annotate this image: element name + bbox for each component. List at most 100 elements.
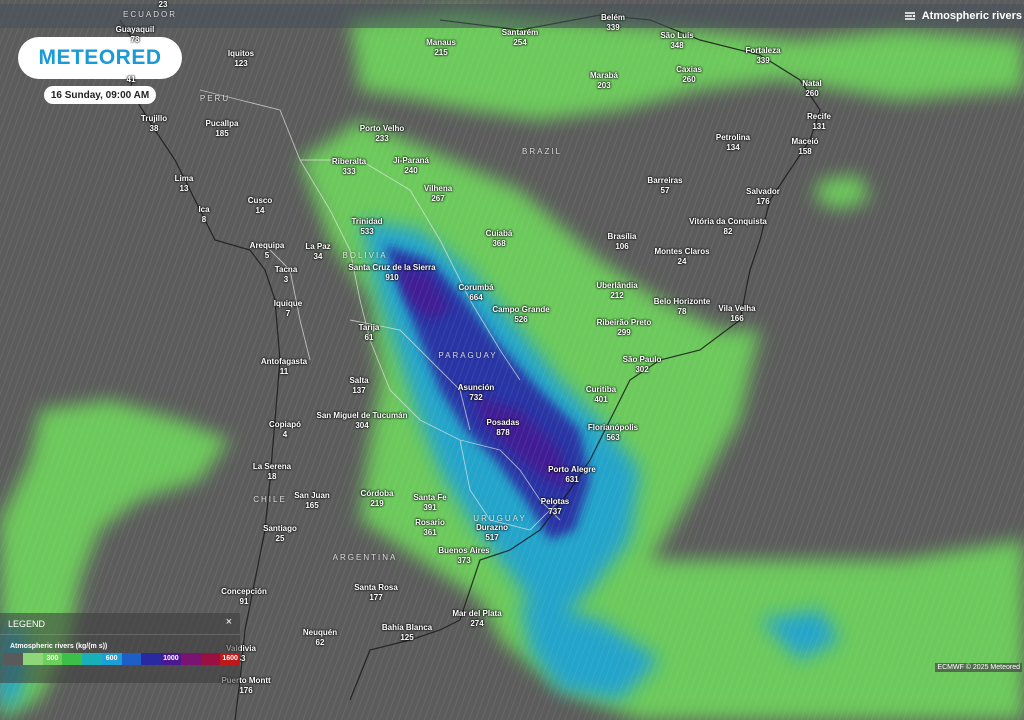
city-marker[interactable]: La Serena 18 (253, 462, 291, 482)
city-value: 134 (726, 143, 740, 152)
city-marker[interactable]: Antofagasta 11 (261, 357, 307, 377)
city-marker[interactable]: Lima 13 (175, 174, 194, 194)
city-value: 82 (723, 227, 733, 236)
city-marker[interactable]: Santarém 254 (502, 28, 538, 48)
city-marker[interactable]: Salta 137 (349, 376, 368, 396)
city-marker[interactable]: San Miguel de Tucumán 304 (317, 411, 408, 431)
city-name: Vitória da Conquista (689, 217, 767, 226)
city-marker[interactable]: Santiago 25 (263, 524, 297, 544)
date-time-label[interactable]: 16 Sunday, 09:00 AM (44, 86, 156, 104)
city-marker[interactable]: Bahía Blanca 125 (382, 623, 432, 643)
city-value: 299 (617, 328, 631, 337)
city-marker[interactable]: Ica 8 (198, 205, 209, 225)
city-marker[interactable]: Córdoba 219 (361, 489, 394, 509)
city-marker[interactable]: Neuquén 62 (303, 628, 337, 648)
layer-selector-button[interactable]: Atmospheric rivers (904, 8, 1022, 24)
city-marker[interactable]: Vila Velha 166 (718, 304, 755, 324)
city-marker[interactable]: Iquique 7 (274, 299, 302, 319)
city-value: 25 (275, 534, 285, 543)
city-marker[interactable]: Guayaquil 78 (116, 25, 155, 45)
city-marker[interactable]: La Paz 34 (305, 242, 330, 262)
city-marker[interactable]: Cuiabá 368 (486, 229, 513, 249)
legend-close-button[interactable]: × (225, 616, 232, 628)
city-marker[interactable]: Uberlândia 212 (596, 281, 637, 301)
city-name: Vila Velha (718, 304, 756, 313)
city-marker[interactable]: Durazno 517 (476, 523, 508, 543)
city-marker[interactable]: Montes Claros 24 (654, 247, 709, 267)
city-marker[interactable]: Recife 131 (807, 112, 831, 132)
city-marker[interactable]: Valdivia 43 (226, 644, 256, 664)
city-marker[interactable]: Rosario 361 (415, 518, 445, 538)
city-marker[interactable]: Concepción 91 (221, 587, 267, 607)
city-marker[interactable]: Cusco 14 (248, 196, 272, 216)
city-value: 267 (431, 194, 445, 203)
city-name: Asunción (457, 383, 495, 392)
city-marker[interactable]: 41 (127, 75, 136, 85)
city-marker[interactable]: Posadas 878 (487, 418, 520, 438)
city-marker[interactable]: Belém 339 (601, 13, 625, 33)
city-name: Ji-Paraná (392, 156, 430, 165)
city-marker[interactable]: Santa Cruz de la Sierra 910 (348, 263, 435, 283)
city-marker[interactable]: Santa Rosa 177 (354, 583, 398, 603)
city-marker[interactable]: Corumbá 664 (458, 283, 493, 303)
city-marker[interactable]: Riberalta 333 (332, 157, 366, 177)
city-value: 240 (404, 166, 418, 175)
city-marker[interactable]: Tarija 61 (359, 323, 380, 343)
city-marker[interactable]: Iquitos 123 (228, 49, 254, 69)
city-marker[interactable]: Tacna 3 (275, 265, 298, 285)
city-marker[interactable]: Pucallpa 185 (206, 119, 239, 139)
city-marker[interactable]: Petrolina 134 (716, 133, 750, 153)
city-marker[interactable]: Vilhena 267 (424, 184, 452, 204)
city-name: Valdivia (226, 644, 256, 653)
city-marker[interactable]: Ribeirão Preto 299 (597, 318, 652, 338)
meteored-logo[interactable]: METEORED (18, 37, 182, 79)
city-marker[interactable]: Buenos Aires 373 (438, 546, 489, 566)
city-name: Florianópolis (587, 423, 639, 432)
city-marker[interactable]: Curitiba 401 (586, 385, 616, 405)
city-marker[interactable]: Copiapó 4 (269, 420, 301, 440)
city-marker[interactable]: Porto Velho 233 (360, 124, 404, 144)
city-marker[interactable]: Marabá 203 (590, 71, 618, 91)
city-marker[interactable]: Arequipa 5 (250, 241, 285, 261)
city-marker[interactable]: Trinidad 533 (351, 217, 382, 237)
city-name: Natal (802, 79, 822, 88)
city-marker[interactable]: Belo Horizonte 78 (654, 297, 710, 317)
city-marker[interactable]: Fortaleza 339 (745, 46, 780, 66)
city-name: Mar del Plata (452, 609, 502, 618)
city-marker[interactable]: Porto Alegre 631 (548, 465, 596, 485)
city-marker[interactable]: Maceió 158 (791, 137, 818, 157)
city-marker[interactable]: Ji-Paraná 240 (393, 156, 429, 176)
city-marker[interactable]: Mar del Plata 274 (452, 609, 501, 629)
city-name: São Paulo (622, 355, 662, 364)
city-marker[interactable]: San Juan 165 (294, 491, 330, 511)
city-marker[interactable]: Campo Grande 526 (492, 305, 549, 325)
city-marker[interactable]: Caxias 260 (676, 65, 702, 85)
city-marker[interactable]: Salvador 176 (746, 187, 780, 207)
legend-header: LEGEND (0, 613, 240, 635)
city-name: San Juan (294, 491, 330, 500)
city-value: 233 (375, 134, 389, 143)
city-name: Cusco (247, 196, 273, 205)
city-name: Iquique (273, 299, 303, 308)
city-marker[interactable]: Vitória da Conquista 82 (689, 217, 767, 237)
city-marker[interactable]: Asunción 732 (458, 383, 494, 403)
city-marker[interactable]: São Luís 348 (660, 31, 693, 51)
city-marker[interactable]: Natal 260 (802, 79, 822, 99)
legend-color-scale: 300 600 1000 1600 (3, 653, 240, 665)
city-value: 23 (158, 0, 168, 9)
city-marker[interactable]: Barreiras 57 (647, 176, 682, 196)
city-marker[interactable]: Pelotas 737 (541, 497, 569, 517)
city-name: Córdoba (360, 489, 394, 498)
city-marker[interactable]: Florianópolis 563 (588, 423, 638, 443)
city-marker[interactable]: Trujillo 38 (141, 114, 167, 134)
city-marker[interactable]: São Paulo 302 (623, 355, 662, 375)
city-marker[interactable]: 23 (159, 0, 168, 10)
city-name: Brasília (607, 232, 637, 241)
city-marker[interactable]: Puerto Montt 176 (221, 676, 270, 696)
city-marker[interactable]: Santa Fe 391 (413, 493, 446, 513)
city-name: Pelotas (540, 497, 570, 506)
city-marker[interactable]: Brasília 106 (608, 232, 637, 252)
city-marker[interactable]: Manaus 215 (426, 38, 456, 58)
